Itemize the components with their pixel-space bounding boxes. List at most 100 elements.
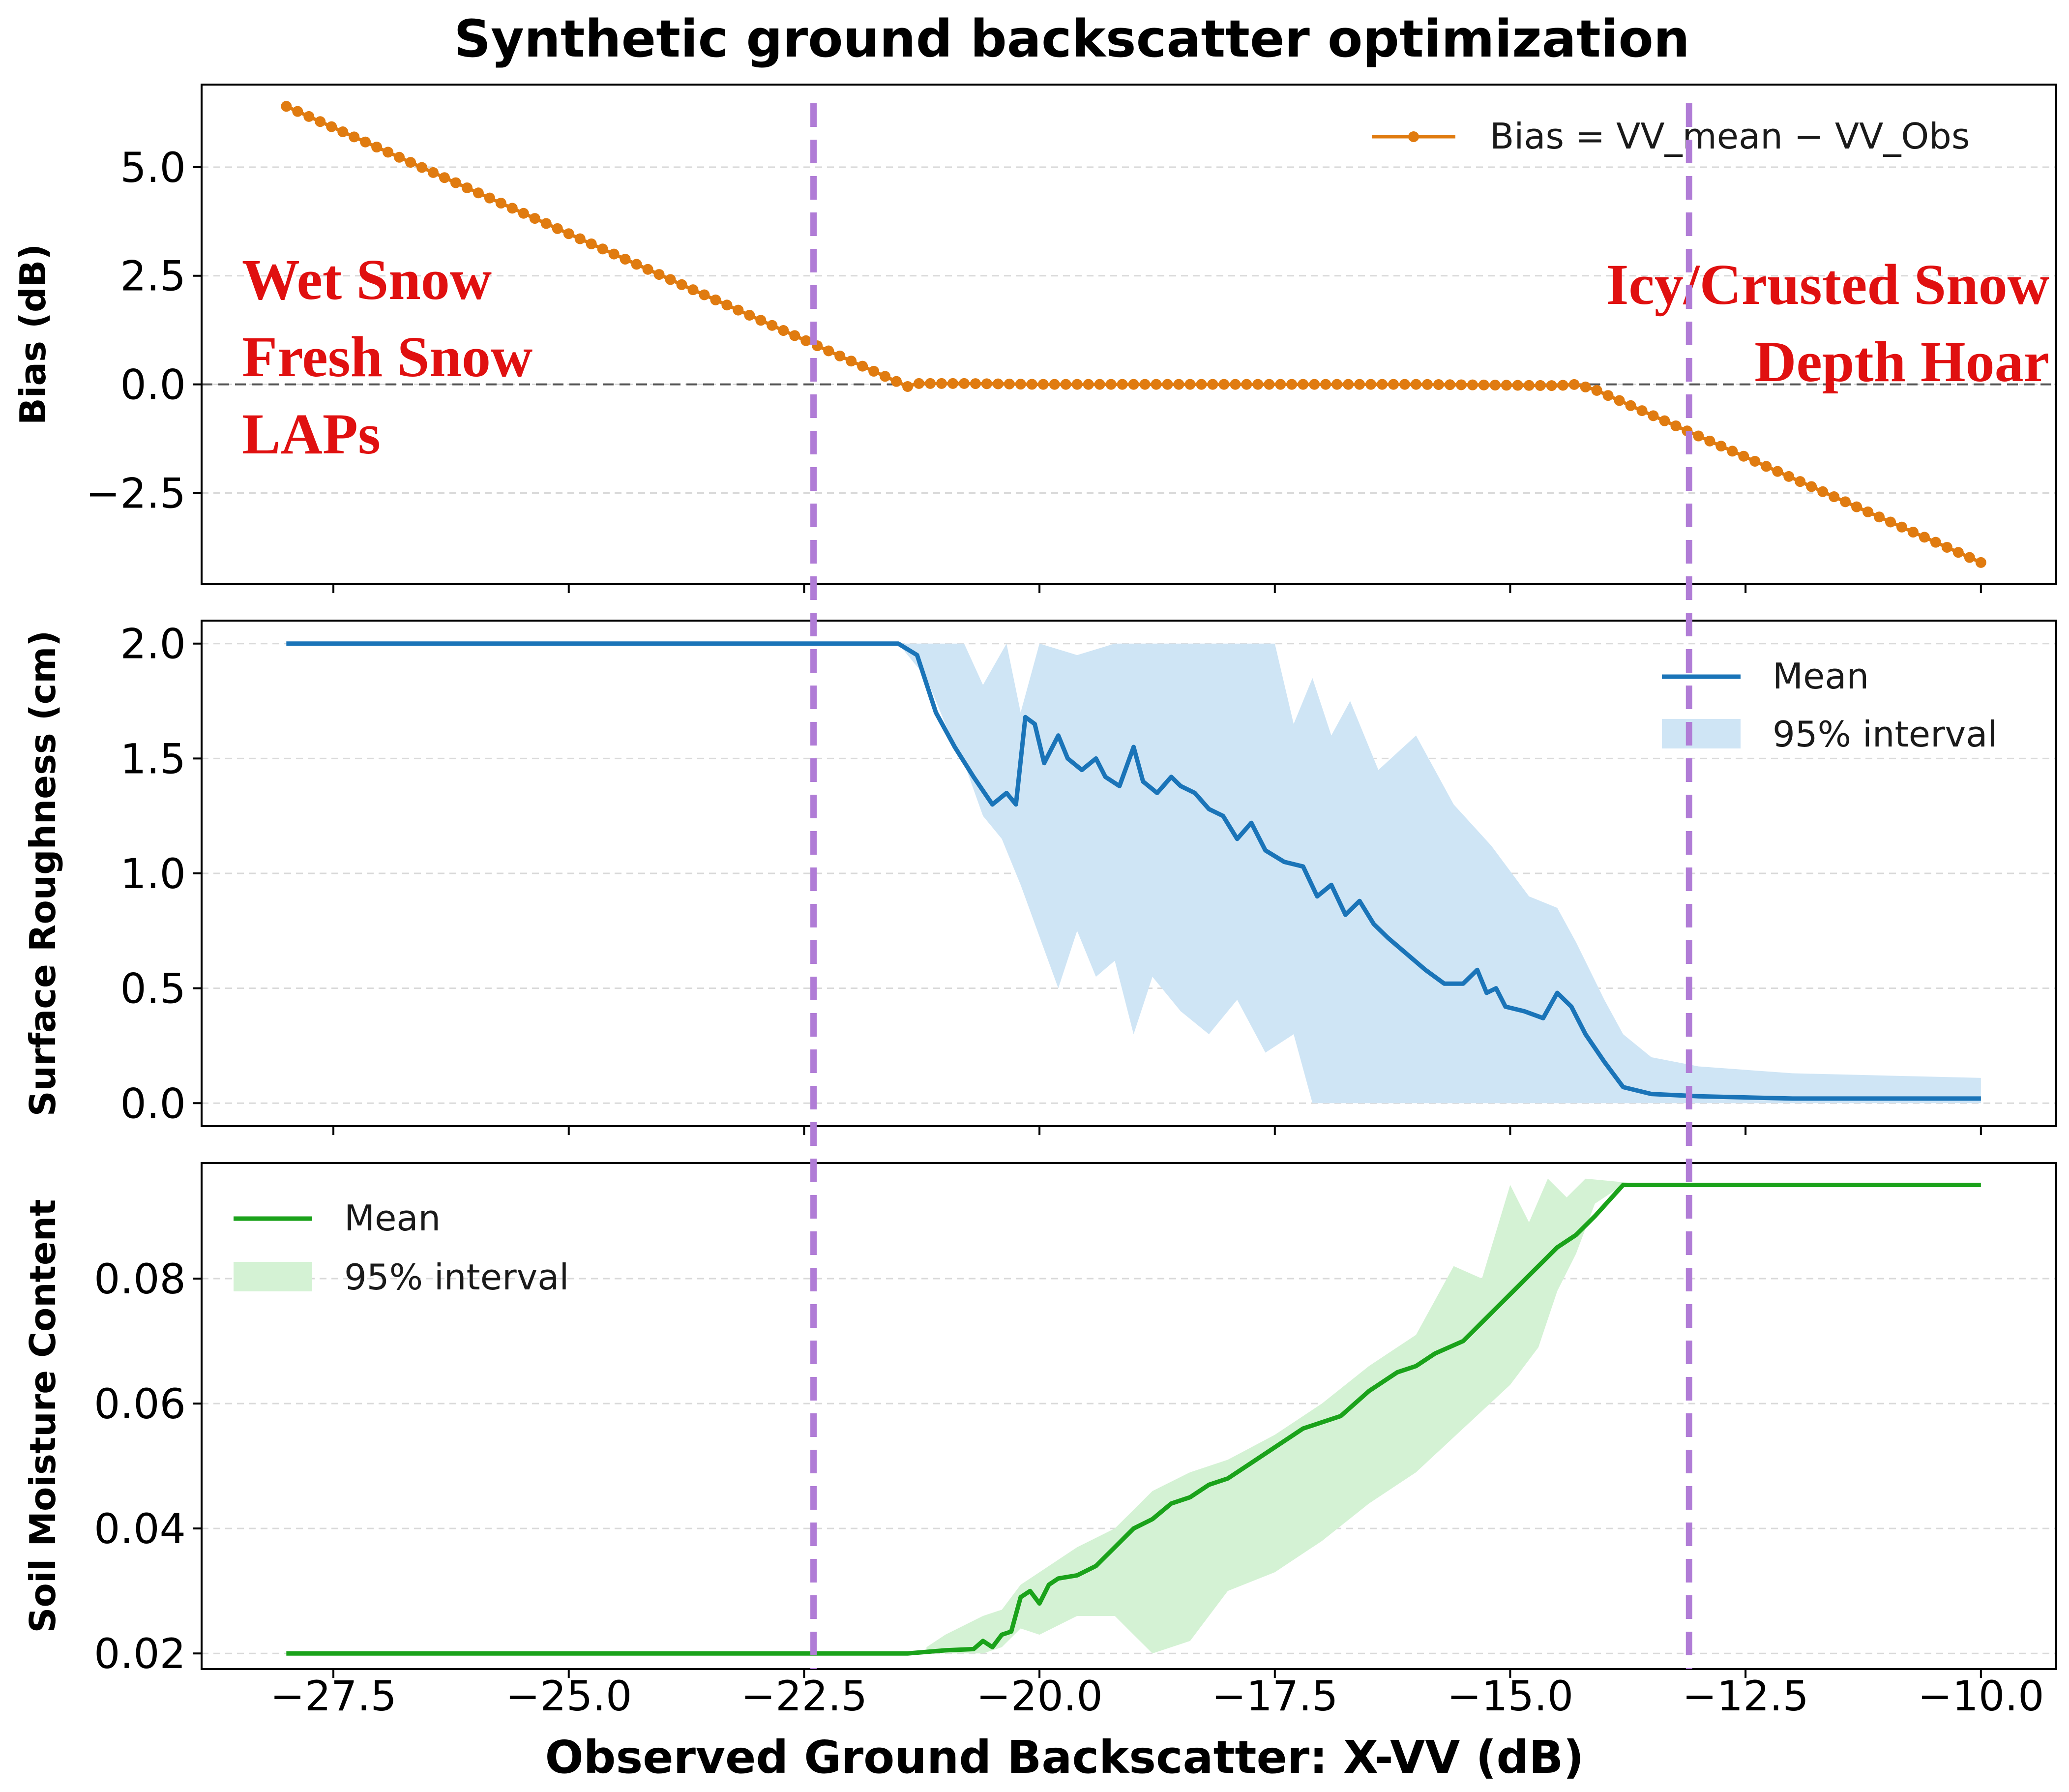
bias-marker — [1015, 379, 1026, 390]
legend-label-interval: 95% interval — [344, 1256, 569, 1298]
bias-marker — [902, 381, 914, 392]
bias-marker — [461, 182, 473, 193]
bias-marker — [608, 248, 620, 260]
bias-marker — [428, 167, 439, 178]
bias-marker — [1874, 511, 1885, 523]
bias-marker — [1659, 415, 1670, 426]
bias-marker — [1636, 405, 1648, 417]
bias-marker — [1004, 378, 1015, 389]
bias-marker — [834, 350, 846, 361]
bias-marker — [642, 264, 653, 275]
bias-marker — [439, 172, 450, 183]
x-tick-label: −27.5 — [270, 1672, 396, 1720]
bias-marker — [326, 121, 337, 132]
bias-marker — [1354, 379, 1365, 390]
bias-markers — [281, 101, 1986, 568]
bias-marker — [1896, 521, 1907, 533]
bias-marker — [1139, 379, 1151, 390]
bias-marker — [1207, 379, 1218, 390]
bias-marker — [416, 162, 428, 173]
bias-marker — [1365, 379, 1377, 390]
bias-marker — [1218, 379, 1230, 390]
bias-marker — [292, 106, 303, 117]
bias-marker — [529, 213, 540, 224]
bias-marker — [1761, 461, 1772, 472]
bias-marker — [371, 142, 383, 153]
bias-marker — [1083, 379, 1094, 390]
bias-marker — [1049, 379, 1060, 390]
bias-marker — [653, 269, 665, 280]
bias-marker — [1557, 380, 1568, 391]
bias-marker — [1783, 471, 1795, 482]
bias-marker — [1060, 379, 1071, 390]
annotation-right: Icy/Crusted Snow — [1606, 252, 2049, 317]
bias-marker — [1964, 552, 1975, 563]
bias-marker — [1286, 379, 1298, 390]
bias-marker — [1727, 446, 1738, 457]
y-tick-label: 5.0 — [120, 144, 186, 192]
bias-marker — [620, 253, 631, 265]
bias-marker — [1252, 379, 1264, 390]
bias-marker — [1343, 379, 1354, 390]
y-tick-label: 0.08 — [94, 1255, 186, 1303]
bias-marker — [383, 147, 394, 158]
y-axis-label: Bias (dB) — [12, 244, 54, 425]
legend-label-interval: 95% interval — [1773, 714, 1997, 755]
bias-marker — [924, 378, 936, 389]
bias-marker — [1094, 379, 1105, 390]
y-tick-label: 0.5 — [120, 965, 186, 1013]
bias-marker — [1151, 379, 1162, 390]
bias-marker — [1715, 441, 1727, 452]
bias-marker — [1749, 455, 1761, 467]
legend-swatch-interval — [234, 1262, 312, 1291]
y-tick-label: −2.5 — [86, 469, 186, 517]
bias-marker — [1975, 557, 1986, 568]
legend-label-mean: Mean — [344, 1197, 441, 1239]
bias-marker — [1298, 379, 1309, 390]
bias-marker — [1331, 379, 1343, 390]
bias-marker — [880, 371, 891, 382]
bias-marker — [506, 203, 518, 214]
bias-marker — [846, 356, 857, 367]
annotation-left: Wet Snow — [242, 247, 492, 312]
bias-marker — [1602, 390, 1614, 401]
bias-marker — [891, 376, 902, 387]
bias-marker — [1264, 379, 1275, 390]
bias-marker — [733, 304, 744, 316]
bias-marker — [1320, 379, 1331, 390]
bias-marker — [349, 131, 360, 143]
bias-marker — [665, 274, 676, 285]
bias-marker — [1444, 379, 1455, 390]
bias-marker — [789, 330, 800, 341]
bias-marker — [800, 335, 812, 346]
bias-marker — [1738, 450, 1749, 462]
bias-marker — [1840, 496, 1851, 508]
bias-series-line — [285, 104, 1982, 565]
bias-marker — [1388, 379, 1399, 390]
bias-marker — [281, 101, 292, 112]
roughness-panel: 2.0 1.5 1.0 0.5 0.0 Surface Roughness (cm) Mea… — [22, 620, 2057, 1135]
bias-marker — [1512, 380, 1523, 391]
y-axis-label: Surface Roughness (cm) — [22, 630, 63, 1116]
bias-marker — [823, 345, 834, 357]
bias-marker — [1568, 379, 1580, 390]
bias-marker — [1489, 380, 1501, 391]
bias-marker — [518, 208, 529, 219]
bias-marker — [1535, 380, 1546, 391]
annotation-left: Fresh Snow — [242, 325, 532, 389]
y-tick-label: 0.0 — [120, 361, 186, 409]
bias-marker — [1907, 527, 1919, 538]
annotation-left: LAPs — [242, 402, 381, 466]
legend-marker-bias — [1408, 131, 1419, 142]
y-tick-label: 1.0 — [120, 850, 186, 898]
bias-marker — [1410, 379, 1421, 390]
bias-marker — [1625, 400, 1636, 411]
bias-marker — [1421, 379, 1433, 390]
bias-marker — [597, 243, 608, 255]
bias-marker — [563, 228, 574, 239]
bias-marker — [1501, 380, 1512, 391]
chart-title: Synthetic ground backscatter optimizatio… — [454, 9, 1690, 69]
bias-marker — [1795, 476, 1806, 487]
bias-marker — [1071, 379, 1083, 390]
bias-panel: 5.0 2.5 0.0 −2.5 Bias (dB) Bias = VV_mean − V… — [12, 84, 2057, 593]
